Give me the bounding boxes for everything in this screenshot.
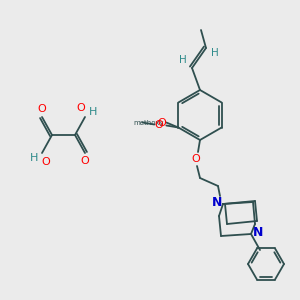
Text: O: O [76,103,85,113]
Text: H: H [30,153,38,163]
Text: H: H [179,55,187,65]
Text: O: O [42,157,50,167]
Text: N: N [253,226,263,238]
Text: N: N [212,196,222,208]
Text: H: H [89,107,97,117]
Text: O: O [81,156,89,166]
Text: O: O [192,154,200,164]
Text: H: H [211,48,219,58]
Text: O: O [154,119,163,130]
Text: O: O [157,118,166,128]
Text: O: O [38,104,46,114]
Text: methoxy: methoxy [133,119,164,125]
